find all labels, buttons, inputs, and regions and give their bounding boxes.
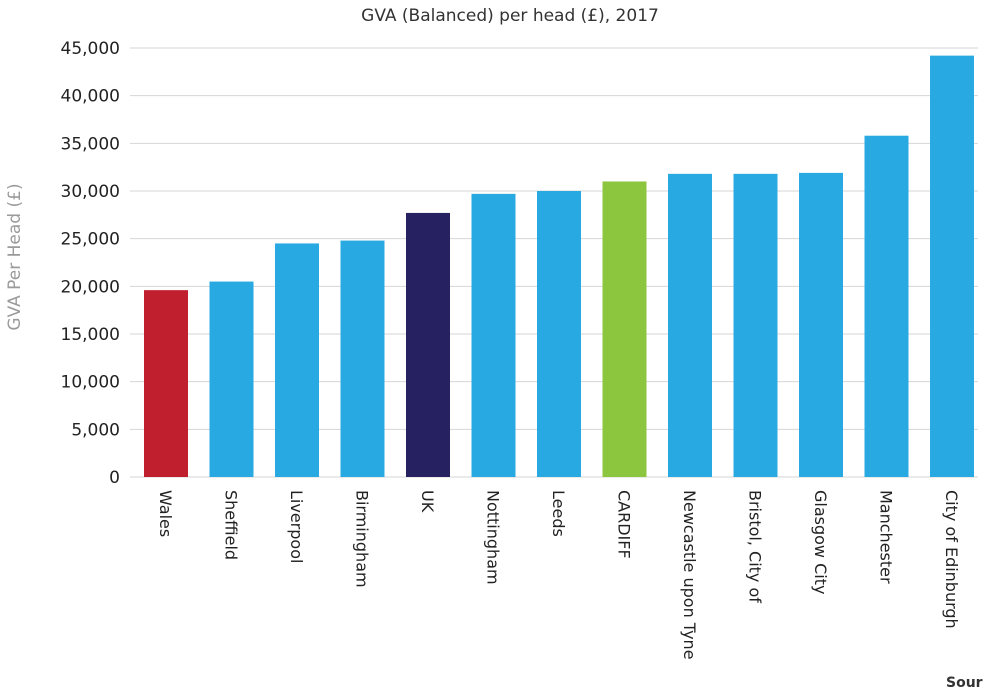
y-tick-label: 0 xyxy=(109,468,120,488)
y-tick-label: 5,000 xyxy=(71,420,120,440)
y-axis-label: GVA Per Head (£) xyxy=(5,183,25,330)
bar-manchester xyxy=(864,135,909,477)
bar-newcastle-upon-tyne xyxy=(668,173,712,477)
x-tick-label: Leeds xyxy=(549,490,568,537)
y-tick-label: 15,000 xyxy=(61,325,120,345)
y-tick-labels: 0 5,000 10,000 15,000 20,000 25,000 30,000 35,0… xyxy=(61,39,120,488)
x-tick-label: Glasgow City xyxy=(811,490,830,594)
bar-leeds xyxy=(537,191,581,477)
x-tick-label: Bristol, City of xyxy=(746,490,765,603)
y-tick-label: 35,000 xyxy=(61,134,120,154)
x-tick-label: City of Edinburgh xyxy=(942,490,961,629)
bar-birmingham xyxy=(340,240,385,477)
y-tick-label: 40,000 xyxy=(61,87,120,107)
bar-glasgow-city xyxy=(799,172,843,478)
bar-city-of-edinburgh xyxy=(930,55,974,477)
x-tick-labels: Wales Sheffield Liverpool Birmingham UK Notti… xyxy=(156,490,961,660)
x-tick-label: Sheffield xyxy=(222,490,241,560)
bar-sheffield xyxy=(209,281,254,477)
y-tick-label: 25,000 xyxy=(61,230,120,250)
x-tick-label: Manchester xyxy=(877,490,896,584)
x-tick-label: Birmingham xyxy=(353,490,372,588)
y-tick-label: 30,000 xyxy=(61,182,120,202)
y-tick-label: 20,000 xyxy=(61,277,120,297)
x-tick-label: Nottingham xyxy=(484,490,503,585)
x-tick-label: Wales xyxy=(156,490,175,537)
y-tick-label: 10,000 xyxy=(61,373,120,393)
bars xyxy=(144,55,974,478)
bar-wales xyxy=(144,290,188,477)
x-tick-label: Newcastle upon Tyne xyxy=(680,490,699,660)
source-label: Sour xyxy=(946,675,983,691)
bar-nottingham xyxy=(471,193,516,478)
bar-bristol-city-of xyxy=(733,173,778,477)
bar-uk xyxy=(406,212,450,477)
bar-liverpool xyxy=(275,243,319,477)
y-tick-label: 45,000 xyxy=(61,39,120,59)
x-tick-label: Liverpool xyxy=(287,490,306,563)
x-tick-label: CARDIFF xyxy=(615,490,634,559)
x-tick-label: UK xyxy=(418,490,437,513)
chart-title: GVA (Balanced) per head (£), 2017 xyxy=(361,6,659,26)
bar-cardiff xyxy=(602,181,647,477)
